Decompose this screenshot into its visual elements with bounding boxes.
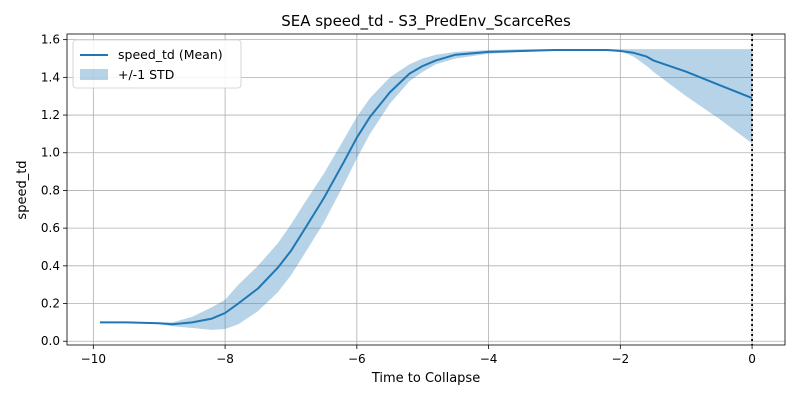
mean-line [99,49,753,326]
y-tick-label: 0.6 [41,221,60,235]
plot-frame [66,33,786,346]
legend-std-label: +/-1 STD [118,67,174,82]
legend-box [72,39,242,89]
legend-std-swatch [80,69,108,80]
std-band [99,49,753,330]
y-tick-label: 1.0 [41,146,60,160]
y-axis-label: speed_td [15,160,30,219]
legend: speed_td (Mean) +/-1 STD [72,39,242,89]
y-tick-label: 0.8 [41,183,60,197]
x-tick-label: −6 [348,352,366,366]
x-tick-label: −2 [611,352,629,366]
y-axis-ticks: 0.0 0.2 0.4 0.6 0.8 1.0 1.2 1.4 1.6 [41,33,67,348]
x-axis-ticks: −10 −8 −6 −4 −2 0 [81,345,756,366]
legend-mean-label: speed_td (Mean) [118,47,223,62]
x-tick-label: −4 [480,352,498,366]
mean-line-layer [99,49,753,326]
chart-title: SEA speed_td - S3_PredEnv_ScarceRes [281,12,571,31]
x-tick-label: −10 [81,352,106,366]
y-tick-label: 1.4 [41,70,60,84]
std-band-layer [99,49,753,330]
x-axis-label: Time to Collapse [371,371,480,386]
y-tick-label: 1.2 [41,108,60,122]
y-tick-label: 0.4 [41,259,60,273]
y-tick-label: 0.2 [41,297,60,311]
y-tick-label: 1.6 [41,33,60,47]
x-tick-label: −8 [216,352,234,366]
y-tick-label: 0.0 [41,334,60,348]
x-tick-label: 0 [748,352,756,366]
